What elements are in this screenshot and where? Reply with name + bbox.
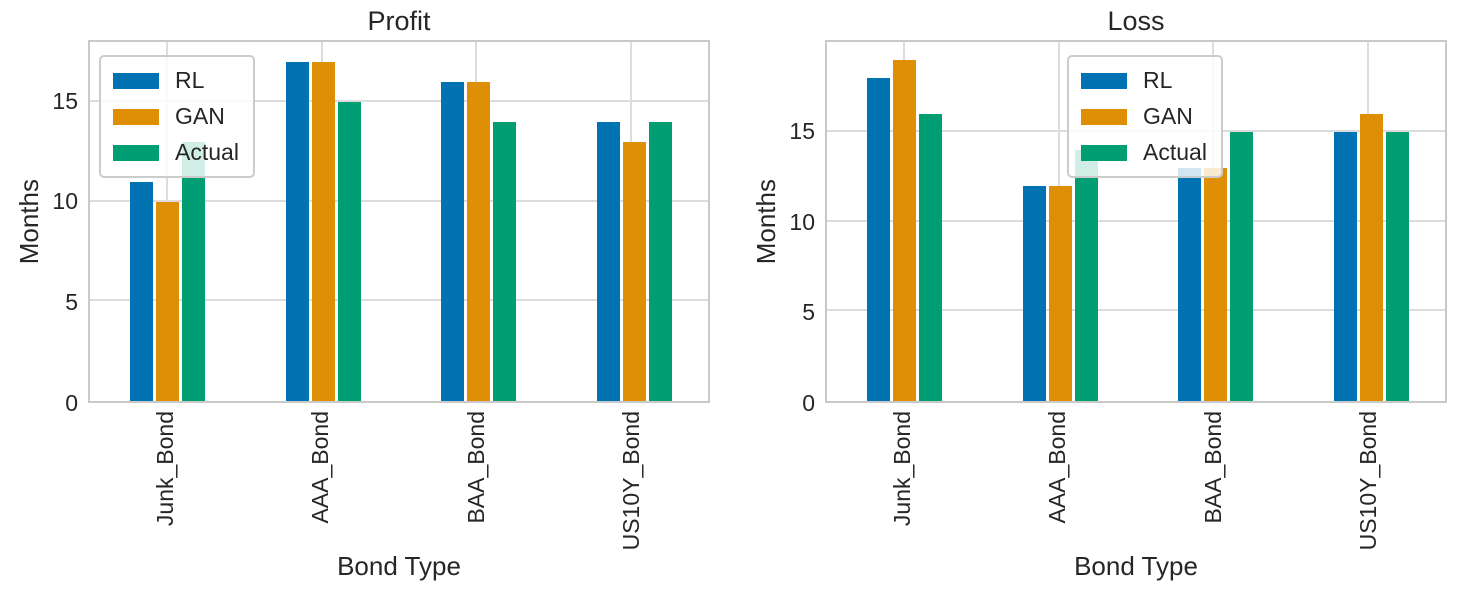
x-axis-label: Bond Type [1074,551,1198,581]
legend-label: RL [1143,67,1173,93]
bar-group-junk-bond [867,42,943,401]
bar-actual-us10y-bond [648,121,672,401]
chart-panel-profit: Profit Months RL GAN Actual Junk_Bond AAA_B… [0,0,736,609]
bar-rl-baa-bond [441,81,465,401]
h-gridline [90,299,708,302]
h-gridline [90,99,708,102]
legend-label: Actual [1143,139,1207,165]
chart-title: Profit [367,6,431,36]
bar-rl-us10y-bond [596,121,620,401]
legend: RL GAN Actual [99,55,255,178]
legend-swatch-actual-icon [1081,144,1127,161]
x-tick-label-baa-bond: BAA_Bond [1199,411,1226,524]
bar-actual-aaa-bond [1074,149,1098,401]
x-tick-label-aaa-bond: AAA_Bond [1044,411,1071,524]
x-axis-label: Bond Type [337,551,461,581]
bar-rl-us10y-bond [1333,131,1357,401]
bar-gan-aaa-bond [311,61,335,401]
bar-group-us10y-bond [596,42,672,401]
x-tick-label-junk-bond: Junk_Bond [151,411,178,527]
y-tick-label: 5 [802,299,815,326]
legend-swatch-rl-icon [1081,72,1127,89]
bar-actual-junk-bond [919,113,943,401]
bar-gan-us10y-bond [1359,113,1383,401]
plot-area: RL GAN Actual [88,40,710,403]
bar-gan-junk-bond [156,201,180,401]
bar-actual-baa-bond [1230,131,1254,401]
bar-actual-aaa-bond [337,101,361,401]
chart-panel-loss: Loss Months RL GAN Actual Junk_Bond AAA_Bon… [737,0,1473,609]
bar-gan-baa-bond [467,81,491,401]
y-tick-label: 10 [52,188,78,215]
legend-item-rl: RL [1081,67,1207,94]
legend-label: GAN [1143,103,1193,129]
legend-item-gan: GAN [113,103,239,130]
y-tick-label: 15 [789,117,815,144]
x-tick-label-junk-bond: Junk_Bond [888,411,915,527]
y-tick-label: 5 [65,289,78,316]
y-tick-label: 15 [52,87,78,114]
bar-group-aaa-bond [1022,42,1098,401]
x-tick-labels: Junk_Bond AAA_Bond BAA_Bond US10Y_Bond [825,411,1447,569]
h-gridline [827,219,1445,222]
x-tick-labels: Junk_Bond AAA_Bond BAA_Bond US10Y_Bond [88,411,710,569]
bar-gan-junk-bond [893,59,917,401]
legend-item-actual: Actual [113,139,239,166]
bar-rl-aaa-bond [1022,185,1046,401]
x-tick-label-baa-bond: BAA_Bond [462,411,489,524]
plot-area: RL GAN Actual [825,40,1447,403]
legend-swatch-gan-icon [1081,108,1127,125]
bar-rl-junk-bond [130,181,154,401]
bar-actual-junk-bond [182,141,206,401]
h-gridline [90,199,708,202]
bar-rl-junk-bond [867,77,891,401]
bar-actual-us10y-bond [1385,131,1409,401]
x-tick-label-aaa-bond: AAA_Bond [307,411,334,524]
legend: RL GAN Actual [1067,55,1223,178]
legend-item-rl: RL [113,67,239,94]
legend-swatch-rl-icon [113,72,159,89]
bar-group-junk-bond [130,42,206,401]
bar-group-us10y-bond [1333,42,1409,401]
bar-actual-baa-bond [493,121,517,401]
legend-swatch-gan-icon [113,108,159,125]
bar-rl-baa-bond [1178,167,1202,401]
legend-swatch-actual-icon [113,144,159,161]
y-tick-label: 0 [802,390,815,416]
bar-group-aaa-bond [285,42,361,401]
x-tick-label-us10y-bond: US10Y_Bond [618,411,645,551]
bar-group-baa-bond [441,42,517,401]
y-tick-label: 0 [65,390,78,416]
chart-title: Loss [1107,6,1165,36]
y-tick-label: 10 [789,208,815,235]
h-gridline [827,309,1445,312]
legend-item-actual: Actual [1081,139,1207,166]
bar-rl-aaa-bond [285,61,309,401]
legend-label: GAN [175,103,225,129]
bar-gan-us10y-bond [622,141,646,401]
bar-gan-aaa-bond [1048,185,1072,401]
x-tick-label-us10y-bond: US10Y_Bond [1355,411,1382,551]
legend-label: RL [175,67,205,93]
legend-label: Actual [175,139,239,165]
legend-item-gan: GAN [1081,103,1207,130]
bar-group-baa-bond [1178,42,1254,401]
bar-gan-baa-bond [1204,167,1228,401]
